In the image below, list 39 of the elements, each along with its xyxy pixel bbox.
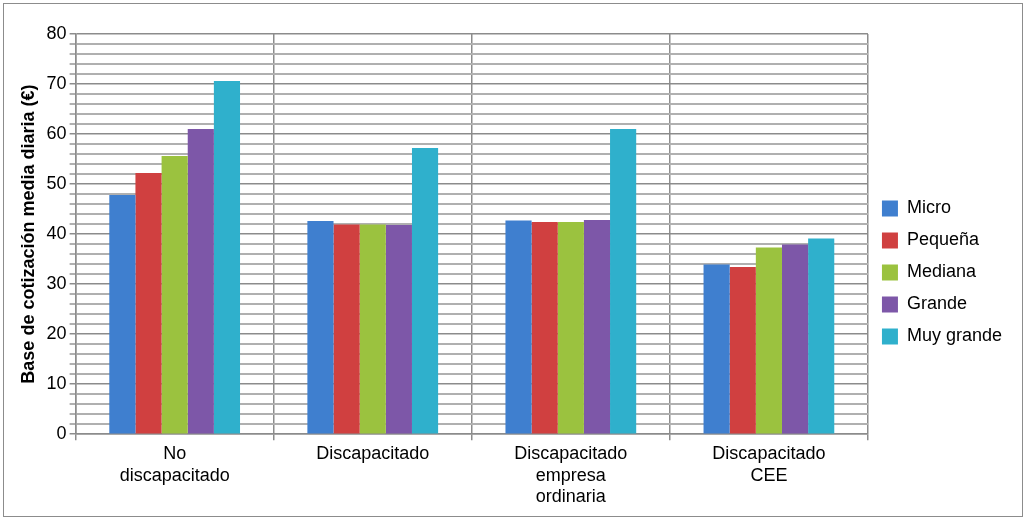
bar <box>333 224 360 434</box>
legend-label: Muy grande <box>906 325 1003 346</box>
bar <box>557 222 584 434</box>
legend-label: Grande <box>906 293 967 314</box>
bar <box>505 220 532 434</box>
y-tick-label: 50 <box>46 173 67 194</box>
bar <box>359 224 386 434</box>
x-tick-label: Discapacitado <box>316 442 430 463</box>
y-tick-label: 20 <box>46 323 67 344</box>
bar <box>808 238 835 434</box>
bar <box>385 225 412 434</box>
bar <box>161 156 188 434</box>
y-tick-label: 30 <box>46 273 67 294</box>
bar <box>411 148 439 434</box>
y-axis-title: Base de cotización media diaria (€) <box>17 84 38 384</box>
y-tick-label: 0 <box>56 423 67 444</box>
bar <box>781 244 809 434</box>
bar <box>610 129 637 434</box>
bar <box>531 222 558 434</box>
y-tick-label: 40 <box>46 223 67 244</box>
legend-label: Pequeña <box>906 229 981 250</box>
bar <box>187 129 214 434</box>
bar <box>755 247 782 434</box>
bar <box>109 195 136 434</box>
x-tick-label: No discapacitado <box>119 442 230 485</box>
y-tick-label: 60 <box>46 123 67 144</box>
y-tick-label: 80 <box>46 22 67 43</box>
legend-label: Micro <box>906 197 951 218</box>
y-tick-label: 10 <box>46 373 67 394</box>
x-tick-label: Discapacitado empresa ordinaria <box>514 442 628 507</box>
y-tick-label: 70 <box>46 72 67 93</box>
bar <box>307 221 334 434</box>
bar <box>135 173 162 434</box>
bar <box>703 264 730 434</box>
bar <box>583 220 611 434</box>
legend-label: Mediana <box>906 261 977 282</box>
bar <box>213 81 241 434</box>
bar <box>729 267 756 434</box>
x-tick-label: Discapacitado CEE <box>712 442 826 485</box>
